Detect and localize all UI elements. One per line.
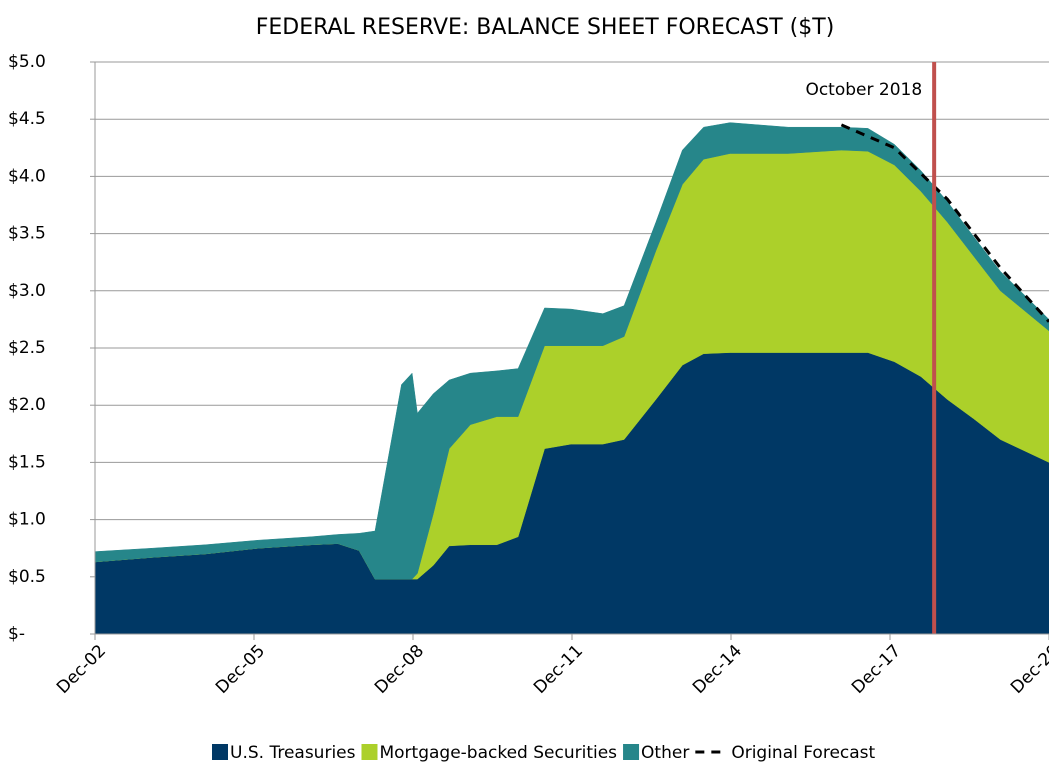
y-tick-label: $1.5: [8, 452, 46, 472]
x-tick-label: Dec-14: [689, 641, 746, 698]
area: [94, 122, 1049, 580]
legend-label: Original Forecast: [731, 743, 875, 763]
y-tick-label: $2.0: [8, 395, 46, 415]
legend-label: Mortgage-backed Securities: [379, 743, 617, 763]
x-tick-label: Dec-11: [530, 641, 587, 698]
y-tick-label: $3.0: [8, 281, 46, 301]
y-tick-label: $3.5: [8, 224, 46, 244]
y-tick-label: $4.5: [8, 109, 46, 129]
y-tick-label: $2.5: [8, 338, 46, 358]
y-tick-label: $4.0: [8, 166, 46, 186]
legend-swatch: [623, 744, 640, 760]
legend-label: Other: [641, 743, 689, 763]
x-tick-label: Dec-17: [848, 641, 905, 698]
x-tick-label: Dec-05: [212, 641, 269, 698]
forecast-line: [840, 123, 1049, 323]
legend-label: U.S. Treasuries: [230, 743, 356, 763]
chart-title: FEDERAL RESERVE: BALANCE SHEET FORECAST …: [256, 15, 835, 40]
y-tick-label: $1.0: [8, 510, 46, 530]
x-tick-label: Dec-02: [53, 641, 110, 698]
x-tick-label: Dec-20: [1007, 641, 1049, 698]
y-tick-label: $5.0: [8, 52, 46, 72]
legend-swatch: [361, 744, 378, 760]
y-tick-label: $-: [8, 624, 25, 644]
legend-swatch: [212, 744, 228, 760]
x-tick-label: Dec-08: [371, 641, 428, 698]
annotation-label: October 2018: [805, 80, 922, 100]
y-tick-label: $0.5: [8, 567, 46, 587]
